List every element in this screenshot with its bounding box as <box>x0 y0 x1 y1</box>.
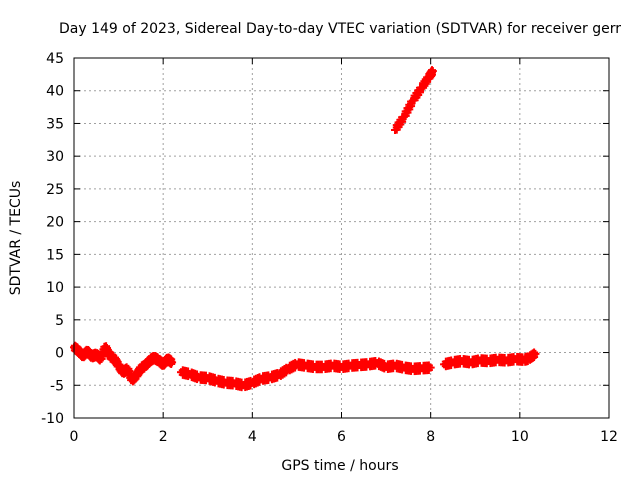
y-tick-label: -10 <box>41 411 64 427</box>
y-tick-label: 0 <box>55 346 64 362</box>
y-tick-label: 35 <box>46 116 64 132</box>
data-point <box>407 102 416 111</box>
data-point <box>415 88 424 97</box>
y-tick-label: 45 <box>46 51 64 67</box>
x-tick-label: 10 <box>511 429 529 445</box>
plot-frame <box>73 57 610 419</box>
y-tick-label: 5 <box>55 313 64 329</box>
x-tick-label: 6 <box>337 429 346 445</box>
axis-ticks: 0 2 4 6 8 10 12 -10 -5 0 5 10 15 20 25 30 35 40 45 <box>41 51 618 445</box>
y-axis-label: SDTVAR / TECUs <box>8 181 24 296</box>
data-point <box>428 67 437 76</box>
y-tick-label: 30 <box>46 149 64 165</box>
data-point <box>168 358 177 367</box>
y-tick-label: 40 <box>46 84 64 100</box>
x-axis-label: GPS time / hours <box>281 458 398 474</box>
x-tick-label: 4 <box>248 429 257 445</box>
data-point <box>426 363 435 372</box>
data-point <box>531 349 540 358</box>
grid-lines <box>74 58 609 418</box>
chart-title: Day 149 of 2023, Sidereal Day-to-day VTE… <box>59 21 621 37</box>
y-tick-label: 10 <box>46 280 64 296</box>
y-tick-label: -5 <box>50 378 64 394</box>
y-tick-label: 15 <box>46 247 64 263</box>
y-tick-label: 20 <box>46 215 64 231</box>
y-tick-label: 25 <box>46 182 64 198</box>
x-tick-label: 2 <box>159 429 168 445</box>
data-point <box>398 117 407 126</box>
x-tick-label: 0 <box>70 429 79 445</box>
x-tick-label: 12 <box>600 429 618 445</box>
x-tick-label: 8 <box>426 429 435 445</box>
data-marks <box>70 66 540 392</box>
